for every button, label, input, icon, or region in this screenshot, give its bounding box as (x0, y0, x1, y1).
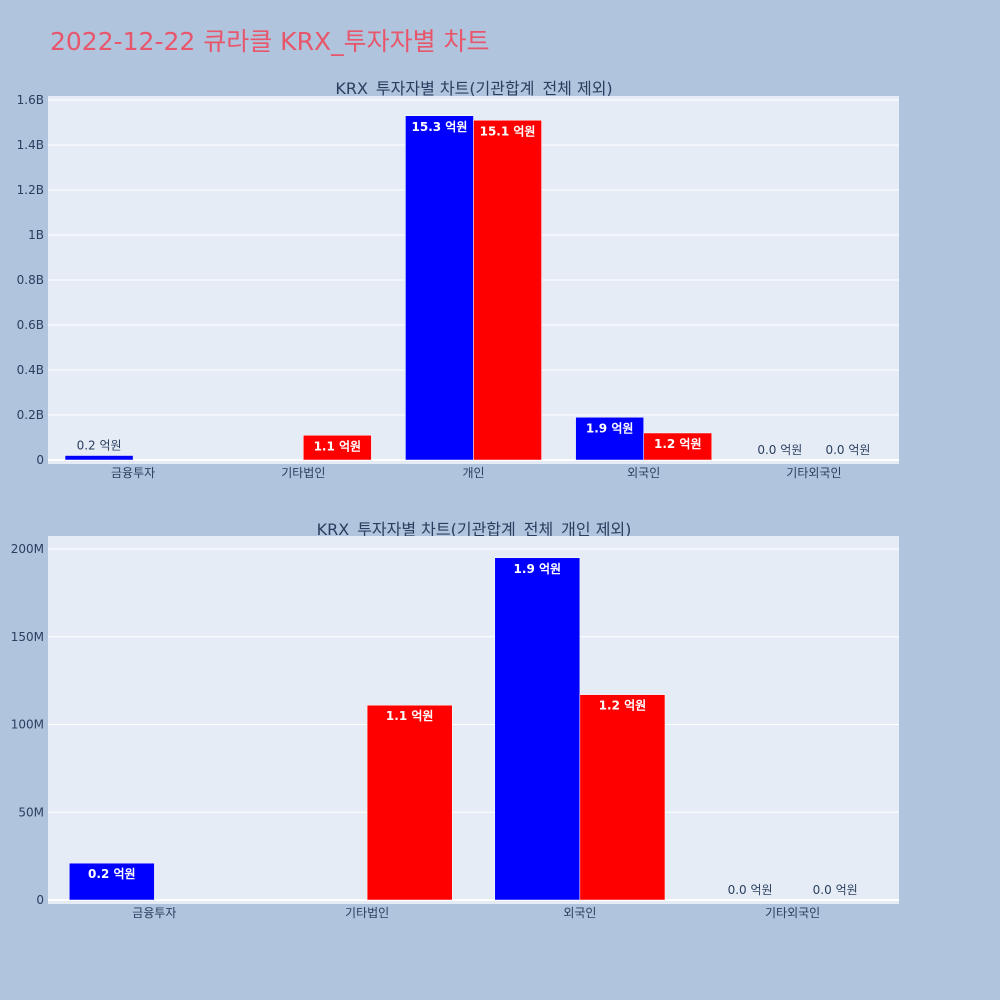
chart-1-ytick-label: 1.2B (17, 183, 44, 197)
chart-2-xtick-label: 금융투자 (132, 906, 176, 920)
chart-1-bar (64, 455, 134, 461)
chart-1-ytick-label: 1.6B (17, 93, 44, 107)
chart-2-plot-area (48, 536, 899, 904)
chart-2-ytick-label: 200M (11, 542, 44, 556)
chart-2-xtick-label: 외국인 (563, 906, 596, 920)
chart-1-ytick-label: 0.4B (17, 363, 44, 377)
chart-2-data-label: 1.9 억원 (514, 562, 562, 576)
chart-1-xtick-label: 외국인 (627, 466, 660, 480)
chart-1-ytick-label: 0 (36, 453, 44, 467)
chart-2-ytick-label: 50M (18, 805, 44, 819)
chart-1-data-label: 0.0 억원 (757, 443, 802, 457)
page-title: 2022-12-22 큐라클 KRX_투자자별 차트 (50, 27, 490, 56)
chart-1-xtick-label: 개인 (462, 466, 484, 480)
chart-1-ytick-label: 0.2B (17, 408, 44, 422)
chart-2-ytick-label: 100M (11, 718, 44, 732)
chart-1-bar (303, 435, 372, 461)
chart-2-bar (494, 557, 581, 901)
chart-2-ytick-label: 0 (36, 893, 44, 907)
chart-1-data-label: 1.2 억원 (654, 437, 702, 451)
chart-1-bar (575, 417, 644, 461)
chart-1-data-label: 15.3 억원 (412, 120, 468, 134)
chart-1-ytick-label: 0.8B (17, 273, 44, 287)
chart-2-data-label: 1.2 억원 (599, 699, 647, 713)
chart-1-xtick-label: 금융투자 (111, 466, 155, 480)
chart-1-bar (405, 115, 474, 461)
chart-2-ytick-label: 150M (11, 630, 44, 644)
chart-2-bar (366, 704, 453, 901)
chart-1-bar (473, 120, 542, 461)
chart-1-data-label: 0.2 억원 (77, 439, 122, 453)
chart-1-xtick-label: 기타외국인 (786, 466, 841, 480)
chart-1-ytick-label: 1B (28, 228, 44, 242)
chart-1-ytick-label: 1.4B (17, 138, 44, 152)
chart-1-data-label: 1.9 억원 (586, 421, 634, 435)
chart-2-xtick-label: 기타외국인 (765, 906, 820, 920)
chart-2-data-label: 0.0 억원 (813, 883, 858, 897)
chart-2-data-label: 1.1 억원 (386, 709, 434, 723)
chart-1-data-label: 0.0 억원 (825, 443, 870, 457)
chart-1-xtick-label: 기타법인 (281, 466, 325, 480)
chart-2-data-label: 0.0 억원 (728, 883, 773, 897)
chart-2-bar (69, 862, 155, 901)
chart-2-title: KRX_투자자별 차트(기관합계_전체_개인 제외) (317, 520, 632, 540)
chart-1-data-label: 1.1 억원 (314, 439, 362, 453)
chart-1-ytick-label: 0.6B (17, 318, 44, 332)
chart-2-xtick-label: 기타법인 (345, 906, 389, 920)
chart-1-title: KRX_투자자별 차트(기관합계_전체 제외) (335, 79, 612, 99)
chart-2-data-label: 0.2 억원 (88, 867, 136, 881)
chart-1-bar (643, 432, 713, 461)
chart-1-data-label: 15.1 억원 (480, 124, 536, 138)
chart-2-bar (579, 694, 666, 901)
